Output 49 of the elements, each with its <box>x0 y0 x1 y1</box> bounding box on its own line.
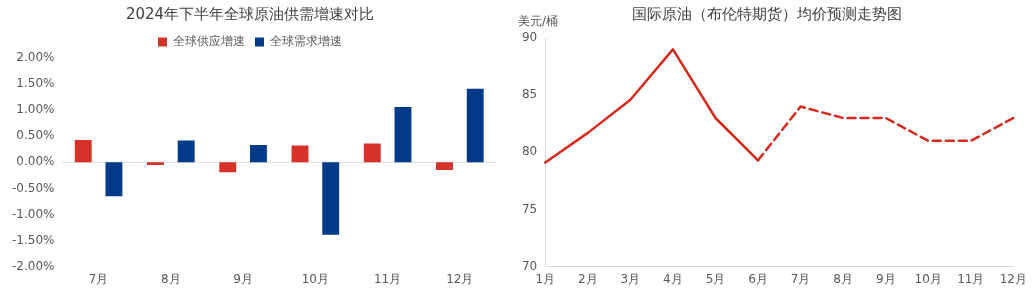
y-tick-label: 80 <box>521 144 538 159</box>
x-tick-label: 8月 <box>833 271 853 286</box>
y-tick-label: 1.00% <box>16 102 55 117</box>
bar <box>322 162 340 235</box>
x-tick-label: 11月 <box>373 271 402 286</box>
chart-title: 2024年下半年全球原油供需增速对比 <box>125 4 375 23</box>
bar <box>363 143 381 163</box>
bar <box>394 107 412 163</box>
x-tick-label: 4月 <box>663 271 683 286</box>
bar <box>74 139 92 163</box>
bar <box>147 162 164 165</box>
x-tick-label: 2月 <box>578 271 598 286</box>
x-tick-label: 10月 <box>914 271 942 286</box>
x-tick-label: 9月 <box>875 271 896 286</box>
y-tick-label: 90 <box>521 30 538 45</box>
y-tick-label: 75 <box>521 201 538 216</box>
y-tick-label: 2.00% <box>16 50 55 65</box>
x-tick-label: 7月 <box>790 271 811 286</box>
x-tick-label: 12月 <box>999 271 1028 286</box>
y-tick-label: 0.00% <box>16 154 55 169</box>
legend-label: 全球需求增速 <box>270 34 342 49</box>
x-tick-label: 6月 <box>748 271 768 286</box>
x-tick-label: 5月 <box>705 271 726 286</box>
y-tick-label: -2.00% <box>12 258 55 273</box>
y-tick-label: -1.50% <box>12 232 55 247</box>
x-tick-label: 3月 <box>620 271 641 286</box>
y-axis-title: 美元/桶 <box>518 14 559 29</box>
x-tick-label: 9月 <box>233 271 253 286</box>
x-tick-label: 11月 <box>957 271 985 286</box>
x-tick-label: 1月 <box>535 271 556 286</box>
x-tick-label: 10月 <box>301 271 329 286</box>
bar <box>291 145 309 163</box>
y-tick-label: 85 <box>521 87 538 102</box>
bar <box>250 145 267 163</box>
legend-label: 全球供应增速 <box>173 34 245 49</box>
x-tick-label: 12月 <box>446 271 474 286</box>
y-tick-label: -1.00% <box>12 206 55 221</box>
bar <box>177 140 195 163</box>
bar <box>219 162 237 173</box>
chart-title: 国际原油（布伦特期货）均价预测走势图 <box>631 4 902 23</box>
bar <box>105 162 123 197</box>
bar <box>436 162 453 171</box>
y-tick-label: 1.50% <box>16 76 55 91</box>
y-tick-label: -0.50% <box>12 180 55 195</box>
x-tick-label: 7月 <box>88 271 109 286</box>
y-tick-label: 70 <box>521 258 538 273</box>
bar <box>466 88 484 163</box>
y-tick-label: 0.50% <box>16 128 55 143</box>
x-tick-label: 8月 <box>161 271 181 286</box>
